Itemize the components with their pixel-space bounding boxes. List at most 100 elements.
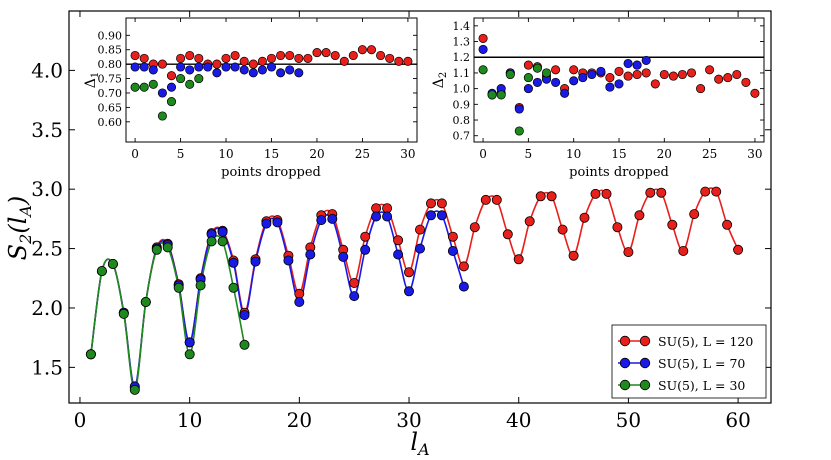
- inset-y-tick-label: 1.4: [453, 20, 471, 33]
- y-tick-label: 4.0: [31, 58, 63, 82]
- inset-y-tick-label: 0.80: [98, 58, 123, 71]
- data-point-su-5-l-70: [338, 251, 349, 262]
- data-point-su-5-l-70: [447, 245, 458, 256]
- legend-marker: [639, 357, 651, 369]
- data-point-su-5-l-30: [107, 258, 118, 269]
- data-point-su-5-l-120: [524, 216, 535, 227]
- data-point-su-5-l-30: [118, 308, 129, 319]
- data-point-su-5-l-120: [733, 244, 744, 255]
- inset-point-su-5-l-30: [487, 90, 497, 100]
- inset-point-su-5-l-70: [587, 69, 597, 80]
- data-point-su-5-l-120: [425, 198, 436, 209]
- inset-point-su-5-l-30: [176, 74, 186, 84]
- inset-point-su-5-l-120: [632, 69, 642, 80]
- data-point-su-5-l-70: [294, 296, 305, 307]
- data-point-su-5-l-30: [217, 236, 228, 247]
- inset-point-su-5-l-120: [705, 65, 715, 75]
- inset-point-su-5-l-70: [514, 104, 524, 114]
- inset-point-su-5-l-120: [130, 50, 140, 61]
- data-point-su-5-l-120: [403, 267, 414, 278]
- data-point-su-5-l-120: [623, 247, 634, 258]
- data-point-su-5-l-30: [184, 349, 195, 360]
- data-point-su-5-l-70: [250, 256, 261, 267]
- inset-point-su-5-l-30: [194, 74, 204, 84]
- legend-marker: [639, 335, 651, 347]
- data-point-su-5-l-120: [612, 222, 623, 233]
- inset-x-tick-label: 15: [611, 147, 626, 161]
- inset-x-tick-label: 5: [525, 147, 533, 161]
- inset-point-su-5-l-70: [239, 65, 249, 75]
- data-point-su-5-l-120: [689, 209, 700, 220]
- inset-y-tick-label: 0.60: [98, 116, 123, 129]
- inset-point-su-5-l-120: [659, 69, 669, 80]
- inset-point-su-5-l-120: [366, 45, 377, 55]
- legend-label: SU(5), L = 70: [658, 356, 745, 371]
- x-tick-label: 10: [177, 408, 202, 432]
- inset-point-su-5-l-70: [157, 88, 167, 98]
- inset-y-tick-label: 0.9: [453, 98, 471, 111]
- data-point-su-5-l-70: [316, 215, 327, 226]
- legend-label: SU(5), L = 120: [658, 334, 753, 349]
- inset-point-su-5-l-30: [541, 68, 552, 78]
- data-point-su-5-l-70: [414, 243, 425, 254]
- inset-point-su-5-l-70: [294, 68, 304, 78]
- x-tick-label: 40: [506, 408, 531, 432]
- data-point-su-5-l-120: [491, 194, 502, 205]
- inset-x-tick-label: 30: [400, 147, 415, 161]
- data-point-su-5-l-120: [382, 203, 393, 214]
- inset-point-su-5-l-70: [221, 62, 231, 72]
- data-point-su-5-l-120: [711, 186, 722, 197]
- data-point-su-5-l-120: [535, 191, 546, 202]
- data-point-su-5-l-30: [151, 244, 162, 255]
- inset-point-su-5-l-70: [212, 68, 222, 78]
- data-point-su-5-l-120: [447, 231, 458, 242]
- inset-point-su-5-l-70: [523, 84, 533, 94]
- inset-point-su-5-l-120: [321, 48, 331, 58]
- data-point-su-5-l-70: [239, 310, 250, 321]
- data-point-su-5-l-120: [557, 224, 568, 235]
- inset-point-su-5-l-30: [166, 97, 177, 107]
- inset-point-su-5-l-30: [532, 63, 542, 73]
- inset-point-su-5-l-120: [385, 53, 395, 63]
- inset-point-su-5-l-120: [166, 71, 177, 81]
- data-point-su-5-l-120: [645, 187, 656, 198]
- data-point-su-5-l-120: [294, 288, 305, 299]
- inset-point-su-5-l-30: [148, 79, 158, 89]
- data-point-su-5-l-70: [228, 257, 239, 268]
- data-point-su-5-l-70: [458, 281, 469, 292]
- data-point-su-5-l-70: [393, 249, 404, 260]
- legend-box: [611, 324, 767, 399]
- inset-point-su-5-l-120: [478, 33, 488, 43]
- y-tick-label: 2.0: [31, 296, 63, 320]
- inset-point-su-5-l-120: [686, 68, 697, 78]
- inset-delta1-x-label: points dropped: [221, 165, 321, 180]
- data-point-su-5-l-120: [590, 188, 601, 199]
- inset-point-su-5-l-120: [394, 56, 404, 66]
- legend-label: SU(5), L = 30: [658, 378, 745, 393]
- inset-point-su-5-l-120: [194, 53, 204, 63]
- data-point-su-5-l-70: [261, 218, 272, 229]
- data-point-su-5-l-120: [568, 250, 579, 261]
- inset-point-su-5-l-70: [248, 68, 258, 78]
- inset-point-su-5-l-120: [732, 69, 742, 80]
- inset-point-su-5-l-70: [578, 73, 588, 83]
- inset-point-su-5-l-120: [230, 50, 240, 61]
- legend: SU(5), L = 120 SU(5), L = 70 SU(5), L = 30: [611, 324, 767, 399]
- inset-y-tick-label: 0.85: [98, 44, 123, 57]
- data-point-su-5-l-70: [360, 244, 371, 255]
- inset-point-su-5-l-70: [130, 62, 140, 72]
- inset-point-su-5-l-120: [569, 65, 579, 75]
- inset-point-su-5-l-70: [176, 62, 186, 72]
- inset-point-su-5-l-120: [403, 56, 413, 66]
- inset-x-tick-label: 30: [747, 147, 762, 161]
- data-point-su-5-l-30: [129, 384, 140, 395]
- data-point-su-5-l-70: [403, 286, 414, 297]
- inset-point-su-5-l-120: [266, 53, 277, 63]
- data-point-su-5-l-120: [458, 261, 469, 272]
- inset-point-su-5-l-70: [266, 62, 277, 72]
- data-point-su-5-l-120: [656, 187, 667, 198]
- inset-point-su-5-l-120: [276, 50, 286, 61]
- x-axis-label: lA: [410, 428, 429, 459]
- inset-point-su-5-l-120: [294, 53, 304, 63]
- inset-point-su-5-l-120: [176, 53, 186, 63]
